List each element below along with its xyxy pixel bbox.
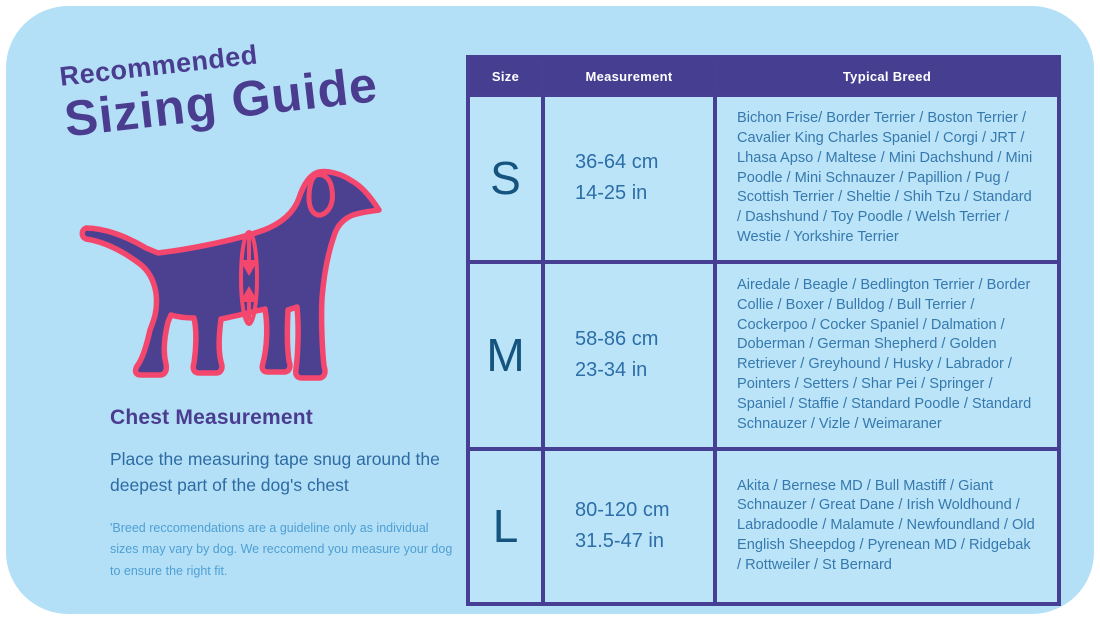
header-measurement: Measurement — [541, 55, 717, 97]
size-label-m: M — [466, 259, 545, 451]
chest-measurement-description: Place the measuring tape snug around the… — [110, 449, 440, 496]
header-size: Size — [466, 55, 545, 97]
header-typical-breed: Typical Breed — [713, 55, 1061, 97]
dog-ear — [306, 172, 335, 218]
measurement-cell-l: 80-120 cm 31.5-47 in — [541, 446, 717, 606]
table-row-medium: M 58-86 cm 23-34 in Airedale / Beagle / … — [466, 259, 1061, 451]
measurement-in: 23-34 in — [575, 359, 648, 382]
measurement-cell-s: 36-64 cm 14-25 in — [541, 93, 717, 264]
breeds-cell-l: Akita / Bernese MD / Bull Mastiff / Gian… — [713, 446, 1061, 606]
sizing-table-header: Size Measurement Typical Breed — [466, 55, 1061, 97]
table-row-small: S 36-64 cm 14-25 in Bichon Frise/ Border… — [466, 93, 1061, 264]
measuring-tape-icon — [239, 230, 259, 326]
measurement-cm: 58-86 cm — [575, 328, 659, 351]
table-row-large: L 80-120 cm 31.5-47 in Akita / Bernese M… — [466, 446, 1061, 606]
measurement-in: 31.5-47 in — [575, 530, 664, 553]
measurement-cm: 80-120 cm — [575, 499, 670, 522]
measurement-cm: 36-64 cm — [575, 151, 659, 174]
sizing-table: Size Measurement Typical Breed S 36-64 c… — [466, 55, 1061, 606]
chest-measurement-heading: Chest Measurement — [110, 406, 313, 429]
dog-body — [79, 168, 382, 381]
measurement-in: 14-25 in — [575, 182, 648, 205]
dog-chest-measure-illustration — [66, 158, 400, 402]
size-label-s: S — [466, 93, 545, 264]
measurement-cell-m: 58-86 cm 23-34 in — [541, 259, 717, 451]
breeds-cell-m: Airedale / Beagle / Bedlington Terrier /… — [713, 259, 1061, 451]
size-label-l: L — [466, 446, 545, 606]
header-row: Size Measurement Typical Breed — [466, 55, 1061, 97]
breeds-cell-s: Bichon Frise/ Border Terrier / Boston Te… — [713, 93, 1061, 264]
dog-silhouette-icon — [79, 168, 382, 381]
breed-recommendation-footnote: 'Breed reccomendations are a guideline o… — [110, 521, 453, 578]
